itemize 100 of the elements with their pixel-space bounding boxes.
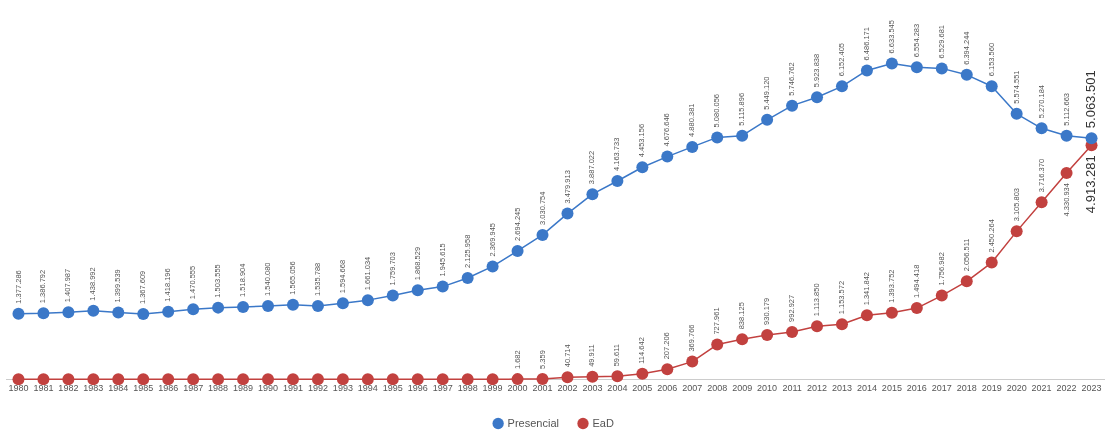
x-tick-label: 1982 [58,383,79,394]
point [1035,196,1048,209]
point [860,309,873,322]
x-tick-label: 2017 [931,383,952,394]
point [386,289,399,302]
point [62,306,75,319]
point [536,372,549,385]
x-tick-label: 1994 [357,383,378,394]
point [311,300,324,313]
x-tick-label: 2014 [856,383,877,394]
point [37,307,50,320]
point [1085,132,1098,145]
x-tick-label: 1996 [407,383,428,394]
point [262,373,275,386]
point [411,284,424,297]
x-tick-label: 1986 [158,383,179,394]
point [985,80,998,93]
point [486,260,499,273]
point [361,373,374,386]
point [187,303,200,316]
x-tick-label: 1987 [183,383,204,394]
x-tick-label: 2009 [732,383,753,394]
point [586,370,599,383]
x-tick-label: 2003 [582,383,603,394]
point [1010,225,1023,238]
point [262,299,275,312]
point [461,373,474,386]
x-tick-label: 1992 [307,383,328,394]
data-label: 4.913.281 [1083,155,1099,214]
x-tick-label: 1985 [133,383,154,394]
point [311,373,324,386]
x-tick-label: 2010 [757,383,778,394]
point [536,228,549,241]
x-tick-label: 2019 [981,383,1002,394]
point [586,188,599,201]
x-tick-label: 1998 [457,383,478,394]
x-tick-label: 1989 [233,383,254,394]
x-tick-label: 1990 [258,383,279,394]
x-tick-label: 2018 [956,383,977,394]
point [137,308,150,321]
point [1035,122,1048,135]
point [711,338,724,351]
point [162,305,175,318]
point [1010,107,1023,120]
point [361,294,374,307]
point [835,318,848,331]
point [636,161,649,174]
point [386,373,399,386]
x-tick-label: 2000 [507,383,528,394]
x-tick-label: 2016 [906,383,927,394]
point [486,373,499,386]
legend-label: EaD [592,416,614,429]
point [336,297,349,310]
x-tick-label: 1993 [332,383,353,394]
point [511,244,524,257]
point [786,99,799,112]
legend-label: Presencial [507,416,559,429]
point [511,373,524,386]
x-tick-label: 2020 [1006,383,1027,394]
point [436,373,449,386]
x-tick-label: 2023 [1081,383,1102,394]
point [561,207,574,220]
point [611,370,624,383]
point [761,328,774,341]
point [835,80,848,93]
x-tick-label: 1980 [8,383,29,394]
x-tick-label: 1995 [382,383,403,394]
point [411,373,424,386]
point [1060,129,1073,142]
point [811,91,824,104]
point [910,61,923,74]
x-tick-label: 2012 [807,383,828,394]
point [286,298,299,311]
point [860,64,873,77]
x-tick-label: 1984 [108,383,129,394]
point [686,140,699,153]
point [162,373,175,386]
point [611,175,624,188]
point [960,275,973,288]
point [187,373,200,386]
point [985,256,998,269]
point [12,307,25,320]
x-tick-label: 2013 [831,383,852,394]
point [885,306,898,319]
point [761,113,774,126]
x-tick-label: 2004 [607,383,628,394]
point [12,373,25,386]
point [711,131,724,144]
point [286,373,299,386]
x-tick-label: 2008 [707,383,728,394]
point [935,289,948,302]
x-tick-label: 2005 [632,383,653,394]
point [661,150,674,163]
point [137,373,150,386]
x-tick-label: 1983 [83,383,104,394]
point [885,57,898,70]
x-tick-label: 1981 [33,383,54,394]
point [237,373,250,386]
point [686,355,699,368]
x-tick-label: 2022 [1056,383,1077,394]
